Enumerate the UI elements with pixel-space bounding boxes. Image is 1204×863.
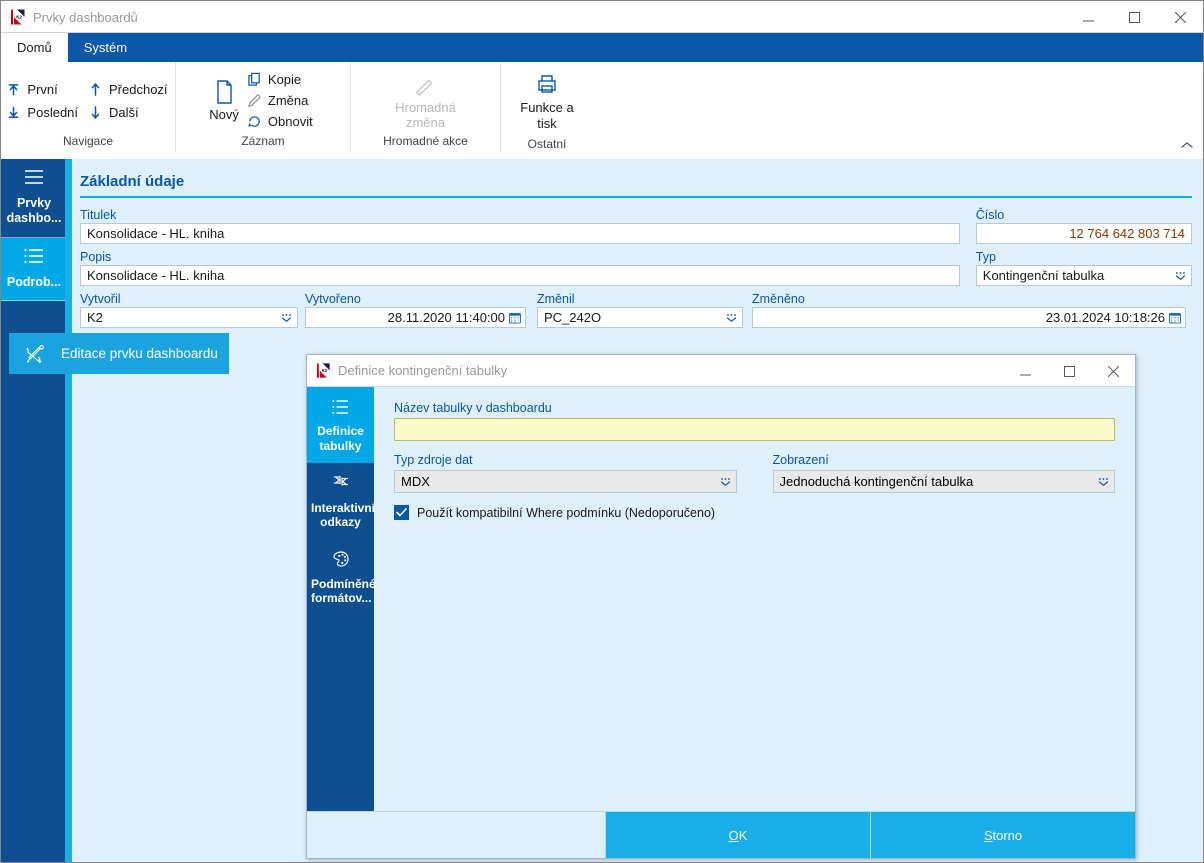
svg-text:K2: K2 — [16, 15, 22, 20]
svg-text:K2: K2 — [322, 368, 328, 373]
